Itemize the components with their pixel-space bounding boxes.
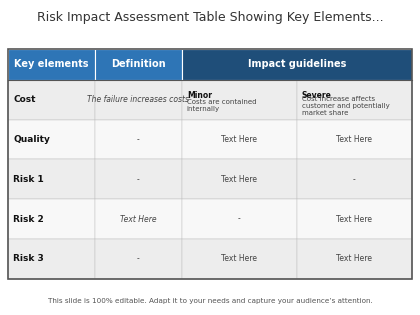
- Text: -: -: [137, 135, 140, 144]
- Bar: [8, 199, 95, 239]
- Bar: [182, 80, 297, 120]
- Text: Risk Impact Assessment Table Showing Key Elements...: Risk Impact Assessment Table Showing Key…: [37, 11, 383, 24]
- Bar: [8, 159, 95, 199]
- Bar: [182, 239, 297, 279]
- Text: Text Here: Text Here: [336, 255, 372, 263]
- Text: Cost increase affects
customer and potentially
market share: Cost increase affects customer and poten…: [302, 96, 389, 116]
- Bar: [8, 49, 95, 80]
- Text: -: -: [137, 255, 140, 263]
- Text: -: -: [238, 215, 241, 224]
- Text: Costs are contained
internally: Costs are contained internally: [187, 99, 256, 112]
- Text: Quality: Quality: [13, 135, 50, 144]
- Text: Text Here: Text Here: [221, 255, 257, 263]
- Bar: [95, 199, 182, 239]
- Bar: [182, 199, 297, 239]
- Bar: [182, 120, 297, 159]
- Bar: [182, 49, 412, 80]
- Text: Text Here: Text Here: [336, 215, 372, 224]
- Bar: [297, 120, 412, 159]
- Text: Impact guidelines: Impact guidelines: [247, 59, 346, 69]
- Bar: [297, 199, 412, 239]
- Text: Risk 3: Risk 3: [13, 255, 44, 263]
- Bar: [95, 49, 182, 80]
- Bar: [297, 239, 412, 279]
- Text: -: -: [137, 175, 140, 184]
- Bar: [297, 80, 412, 120]
- Bar: [8, 80, 95, 120]
- Bar: [8, 120, 95, 159]
- Bar: [297, 159, 412, 199]
- Text: Severe: Severe: [302, 91, 332, 100]
- Text: The failure increases costs: The failure increases costs: [87, 95, 189, 104]
- Bar: [95, 239, 182, 279]
- Text: Text Here: Text Here: [221, 135, 257, 144]
- Text: Cost: Cost: [13, 95, 36, 104]
- Bar: [8, 49, 412, 279]
- Text: Text Here: Text Here: [221, 175, 257, 184]
- Text: Text Here: Text Here: [336, 135, 372, 144]
- Text: Definition: Definition: [111, 59, 166, 69]
- Bar: [8, 239, 95, 279]
- Text: Minor: Minor: [187, 91, 212, 100]
- Bar: [95, 120, 182, 159]
- Bar: [95, 80, 182, 120]
- Text: Key elements: Key elements: [15, 59, 89, 69]
- Text: Risk 1: Risk 1: [13, 175, 44, 184]
- Bar: [95, 159, 182, 199]
- Text: Risk 2: Risk 2: [13, 215, 44, 224]
- Text: This slide is 100% editable. Adapt it to your needs and capture your audience’s : This slide is 100% editable. Adapt it to…: [47, 298, 373, 304]
- Text: -: -: [353, 175, 355, 184]
- Bar: [182, 159, 297, 199]
- Text: Text Here: Text Here: [120, 215, 157, 224]
